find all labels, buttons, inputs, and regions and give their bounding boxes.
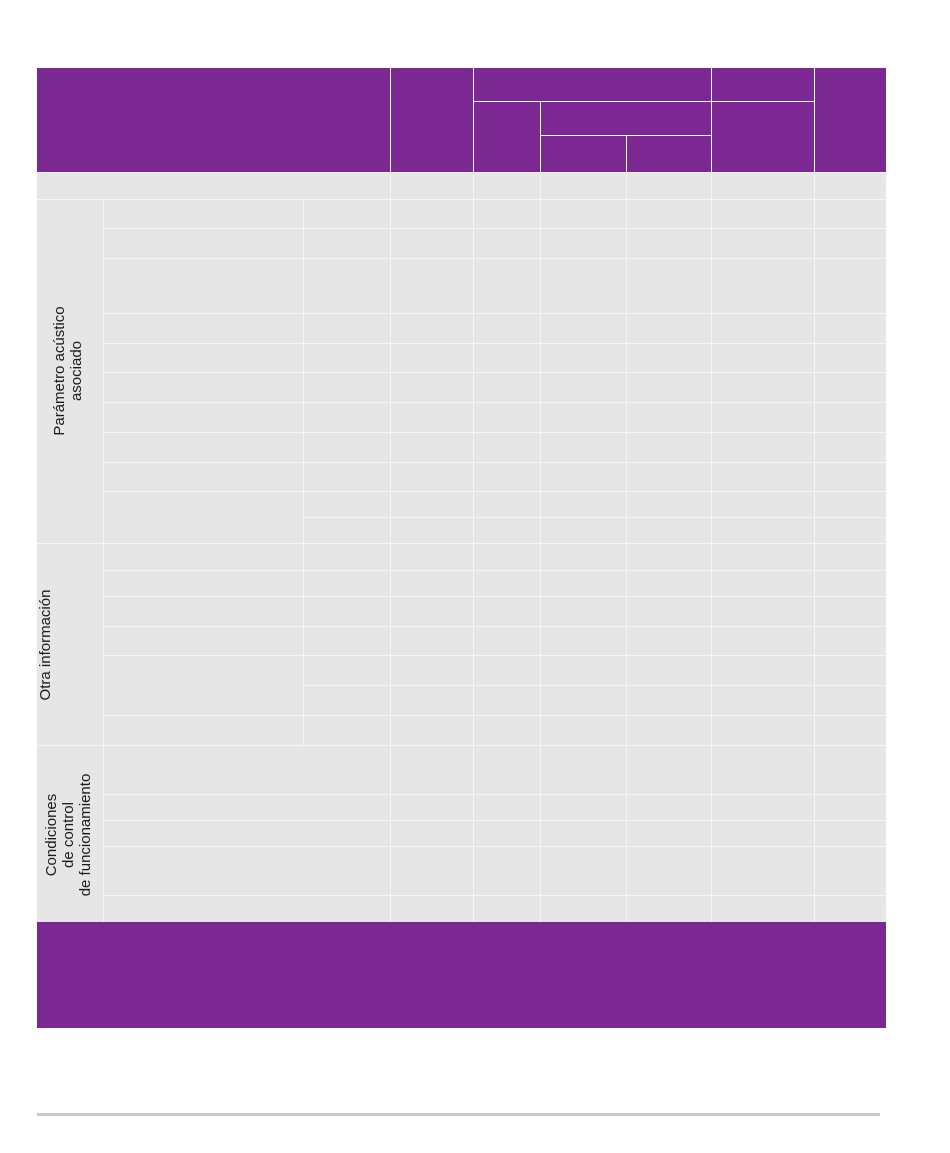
column-divider xyxy=(103,199,104,922)
section-label-control-line3: de funcionamiento xyxy=(77,773,94,897)
header-divider xyxy=(390,68,391,172)
row-divider xyxy=(103,794,886,795)
row-divider xyxy=(37,199,886,200)
header-divider xyxy=(540,135,711,136)
row-divider xyxy=(103,432,886,433)
row-divider xyxy=(103,343,886,344)
row-divider xyxy=(103,655,886,656)
row-divider xyxy=(103,570,886,571)
row-divider xyxy=(37,543,886,544)
row-divider xyxy=(303,685,886,686)
row-divider xyxy=(103,820,886,821)
header-divider xyxy=(473,68,474,172)
header-divider xyxy=(626,135,627,172)
header-divider xyxy=(473,101,814,102)
header-divider xyxy=(814,68,815,172)
row-divider xyxy=(103,402,886,403)
column-divider xyxy=(303,199,304,745)
row-divider xyxy=(103,372,886,373)
column-divider xyxy=(390,172,391,922)
row-divider xyxy=(103,895,886,896)
row-divider xyxy=(103,228,886,229)
section-label-other: Otra información xyxy=(37,570,57,720)
row-divider xyxy=(103,258,886,259)
row-divider xyxy=(303,517,886,518)
table-footer xyxy=(37,922,886,1028)
row-divider xyxy=(103,462,886,463)
table-header xyxy=(37,68,886,172)
section-label-acoustic: Parámetro acústico asociado xyxy=(51,271,89,471)
column-divider xyxy=(626,172,627,922)
table-body xyxy=(37,172,886,922)
row-divider xyxy=(103,491,886,492)
column-divider xyxy=(814,172,815,922)
row-divider xyxy=(37,745,886,746)
section-label-acoustic-line1: Parámetro acústico xyxy=(51,306,68,436)
row-divider xyxy=(103,313,886,314)
row-divider xyxy=(103,715,886,716)
column-divider xyxy=(473,172,474,922)
section-label-acoustic-line2: asociado xyxy=(68,340,85,402)
row-divider xyxy=(37,172,886,173)
row-divider xyxy=(103,846,886,847)
row-divider xyxy=(103,626,886,627)
section-label-control-line2: de control xyxy=(60,802,77,868)
section-label-control: Condiciones de control de funcionamiento xyxy=(43,765,97,905)
section-label-other-text: Otra información xyxy=(37,589,54,701)
column-divider xyxy=(711,172,712,922)
row-divider xyxy=(103,596,886,597)
header-divider xyxy=(540,101,541,172)
column-divider xyxy=(540,172,541,922)
header-divider xyxy=(711,68,712,172)
page-bottom-rule xyxy=(37,1113,880,1116)
section-label-control-line1: Condiciones xyxy=(43,793,60,877)
